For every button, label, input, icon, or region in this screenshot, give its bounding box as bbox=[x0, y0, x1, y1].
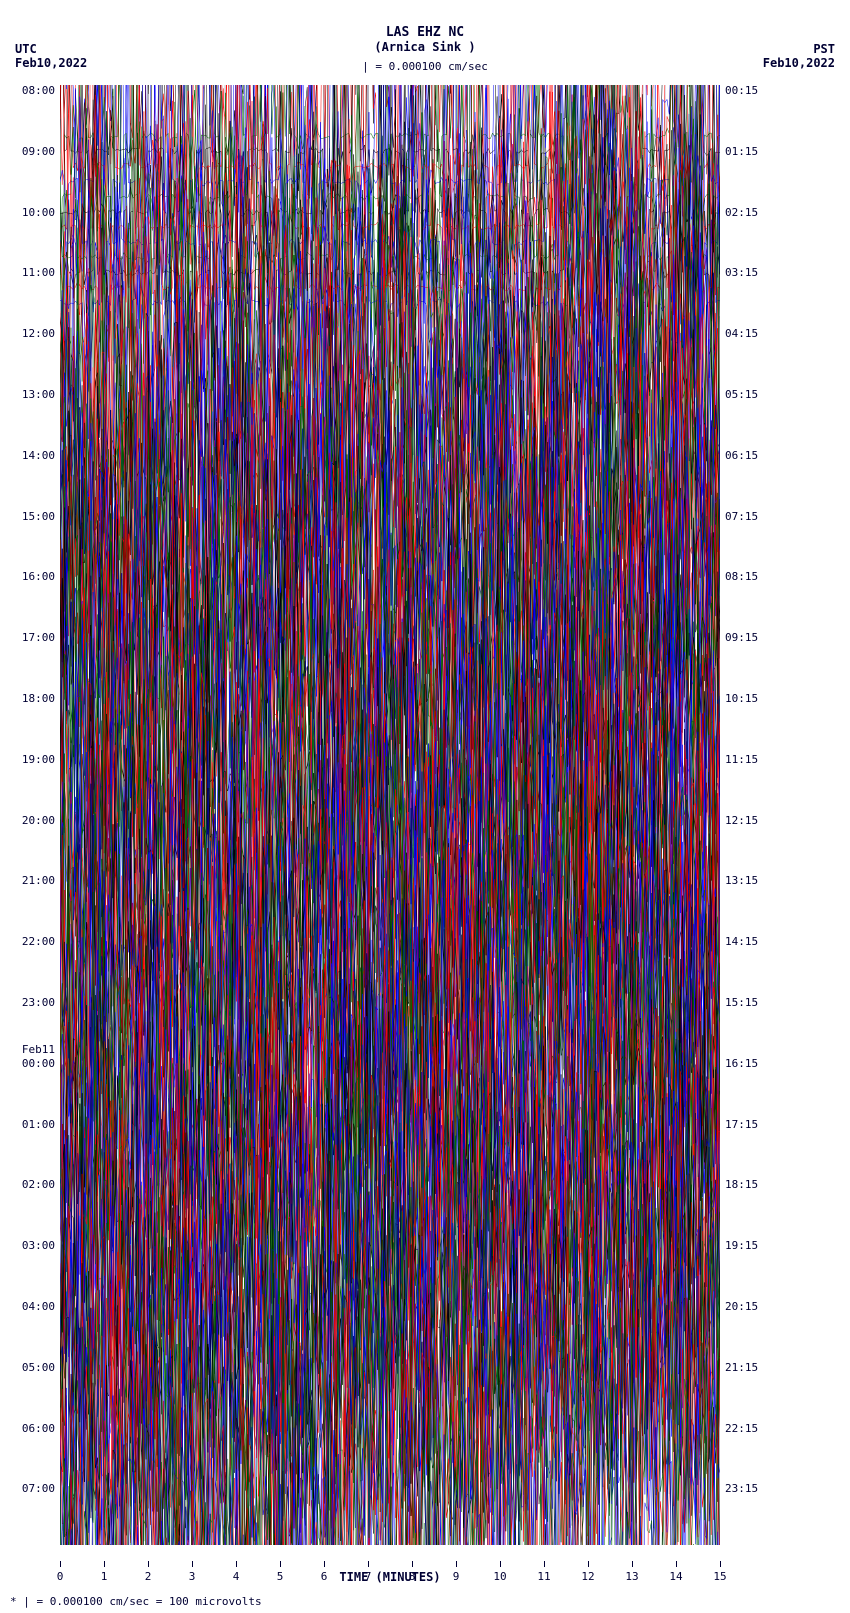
y-left-tick: 07:00 bbox=[5, 1482, 55, 1495]
y-right-tick: 18:15 bbox=[725, 1178, 775, 1191]
station-location: (Arnica Sink ) bbox=[0, 40, 850, 54]
y-left-tick: 02:00 bbox=[5, 1178, 55, 1191]
y-left-tick: 21:00 bbox=[5, 874, 55, 887]
y-right-tick: 21:15 bbox=[725, 1361, 775, 1374]
y-right-tick: 22:15 bbox=[725, 1422, 775, 1435]
y-right-tick: 19:15 bbox=[725, 1239, 775, 1252]
y-right-tick: 04:15 bbox=[725, 327, 775, 340]
y-left-tick: 05:00 bbox=[5, 1361, 55, 1374]
date-right: Feb10,2022 bbox=[763, 56, 835, 70]
y-right-tick: 11:15 bbox=[725, 753, 775, 766]
y-left-tick: 18:00 bbox=[5, 692, 55, 705]
x-tick bbox=[456, 1561, 457, 1567]
x-tick bbox=[720, 1561, 721, 1567]
y-right-tick: 08:15 bbox=[725, 570, 775, 583]
y-left-tick: 06:00 bbox=[5, 1422, 55, 1435]
day-change-label: Feb11 bbox=[5, 1043, 55, 1056]
x-tick bbox=[280, 1561, 281, 1567]
footer-scale: * | = 0.000100 cm/sec = 100 microvolts bbox=[10, 1595, 262, 1608]
x-tick bbox=[412, 1561, 413, 1567]
x-tick bbox=[236, 1561, 237, 1567]
seismogram-container: LAS EHZ NC (Arnica Sink ) | = 0.000100 c… bbox=[0, 0, 850, 1613]
y-right-tick: 16:15 bbox=[725, 1057, 775, 1070]
scale-mark: | bbox=[362, 60, 369, 73]
plot-area bbox=[60, 85, 720, 1545]
x-tick bbox=[324, 1561, 325, 1567]
y-left-tick: 13:00 bbox=[5, 388, 55, 401]
y-right-tick: 03:15 bbox=[725, 266, 775, 279]
y-left-tick: 03:00 bbox=[5, 1239, 55, 1252]
scale-label: | = 0.000100 cm/sec bbox=[0, 60, 850, 73]
header: LAS EHZ NC (Arnica Sink ) bbox=[0, 25, 850, 54]
x-tick bbox=[148, 1561, 149, 1567]
y-left-tick: 19:00 bbox=[5, 753, 55, 766]
x-tick bbox=[500, 1561, 501, 1567]
y-right-tick: 23:15 bbox=[725, 1482, 775, 1495]
x-tick bbox=[632, 1561, 633, 1567]
y-left-tick: 10:00 bbox=[5, 206, 55, 219]
x-tick bbox=[104, 1561, 105, 1567]
y-right-tick: 14:15 bbox=[725, 935, 775, 948]
y-right-tick: 09:15 bbox=[725, 631, 775, 644]
y-right-tick: 13:15 bbox=[725, 874, 775, 887]
x-tick bbox=[60, 1561, 61, 1567]
scale-text: = 0.000100 cm/sec bbox=[369, 60, 488, 73]
y-left-tick: 20:00 bbox=[5, 814, 55, 827]
y-left-tick: 01:00 bbox=[5, 1118, 55, 1131]
y-right-tick: 01:15 bbox=[725, 145, 775, 158]
y-left-tick: 08:00 bbox=[5, 84, 55, 97]
x-tick bbox=[676, 1561, 677, 1567]
y-right-tick: 10:15 bbox=[725, 692, 775, 705]
y-left-tick: 15:00 bbox=[5, 510, 55, 523]
y-left-tick: 12:00 bbox=[5, 327, 55, 340]
station-code: LAS EHZ NC bbox=[0, 25, 850, 40]
x-tick bbox=[588, 1561, 589, 1567]
y-left-tick: 23:00 bbox=[5, 996, 55, 1009]
y-right-tick: 06:15 bbox=[725, 449, 775, 462]
date-left: Feb10,2022 bbox=[15, 56, 87, 70]
y-right-tick: 12:15 bbox=[725, 814, 775, 827]
y-left-tick: 17:00 bbox=[5, 631, 55, 644]
y-left-tick: 14:00 bbox=[5, 449, 55, 462]
y-left-tick: 11:00 bbox=[5, 266, 55, 279]
y-right-tick: 15:15 bbox=[725, 996, 775, 1009]
y-left-tick: 16:00 bbox=[5, 570, 55, 583]
x-tick bbox=[368, 1561, 369, 1567]
y-right-tick: 17:15 bbox=[725, 1118, 775, 1131]
x-tick bbox=[192, 1561, 193, 1567]
y-left-tick: 22:00 bbox=[5, 935, 55, 948]
tz-right: PST bbox=[813, 42, 835, 56]
seismogram-svg bbox=[60, 85, 720, 1545]
y-left-tick: 04:00 bbox=[5, 1300, 55, 1313]
tz-left: UTC bbox=[15, 42, 37, 56]
y-right-tick: 05:15 bbox=[725, 388, 775, 401]
y-right-tick: 20:15 bbox=[725, 1300, 775, 1313]
x-axis-title: TIME (MINUTES) bbox=[60, 1570, 720, 1584]
y-left-tick: 09:00 bbox=[5, 145, 55, 158]
y-right-tick: 02:15 bbox=[725, 206, 775, 219]
x-tick bbox=[544, 1561, 545, 1567]
y-right-tick: 00:15 bbox=[725, 84, 775, 97]
y-right-tick: 07:15 bbox=[725, 510, 775, 523]
y-left-tick: 00:00 bbox=[5, 1057, 55, 1070]
